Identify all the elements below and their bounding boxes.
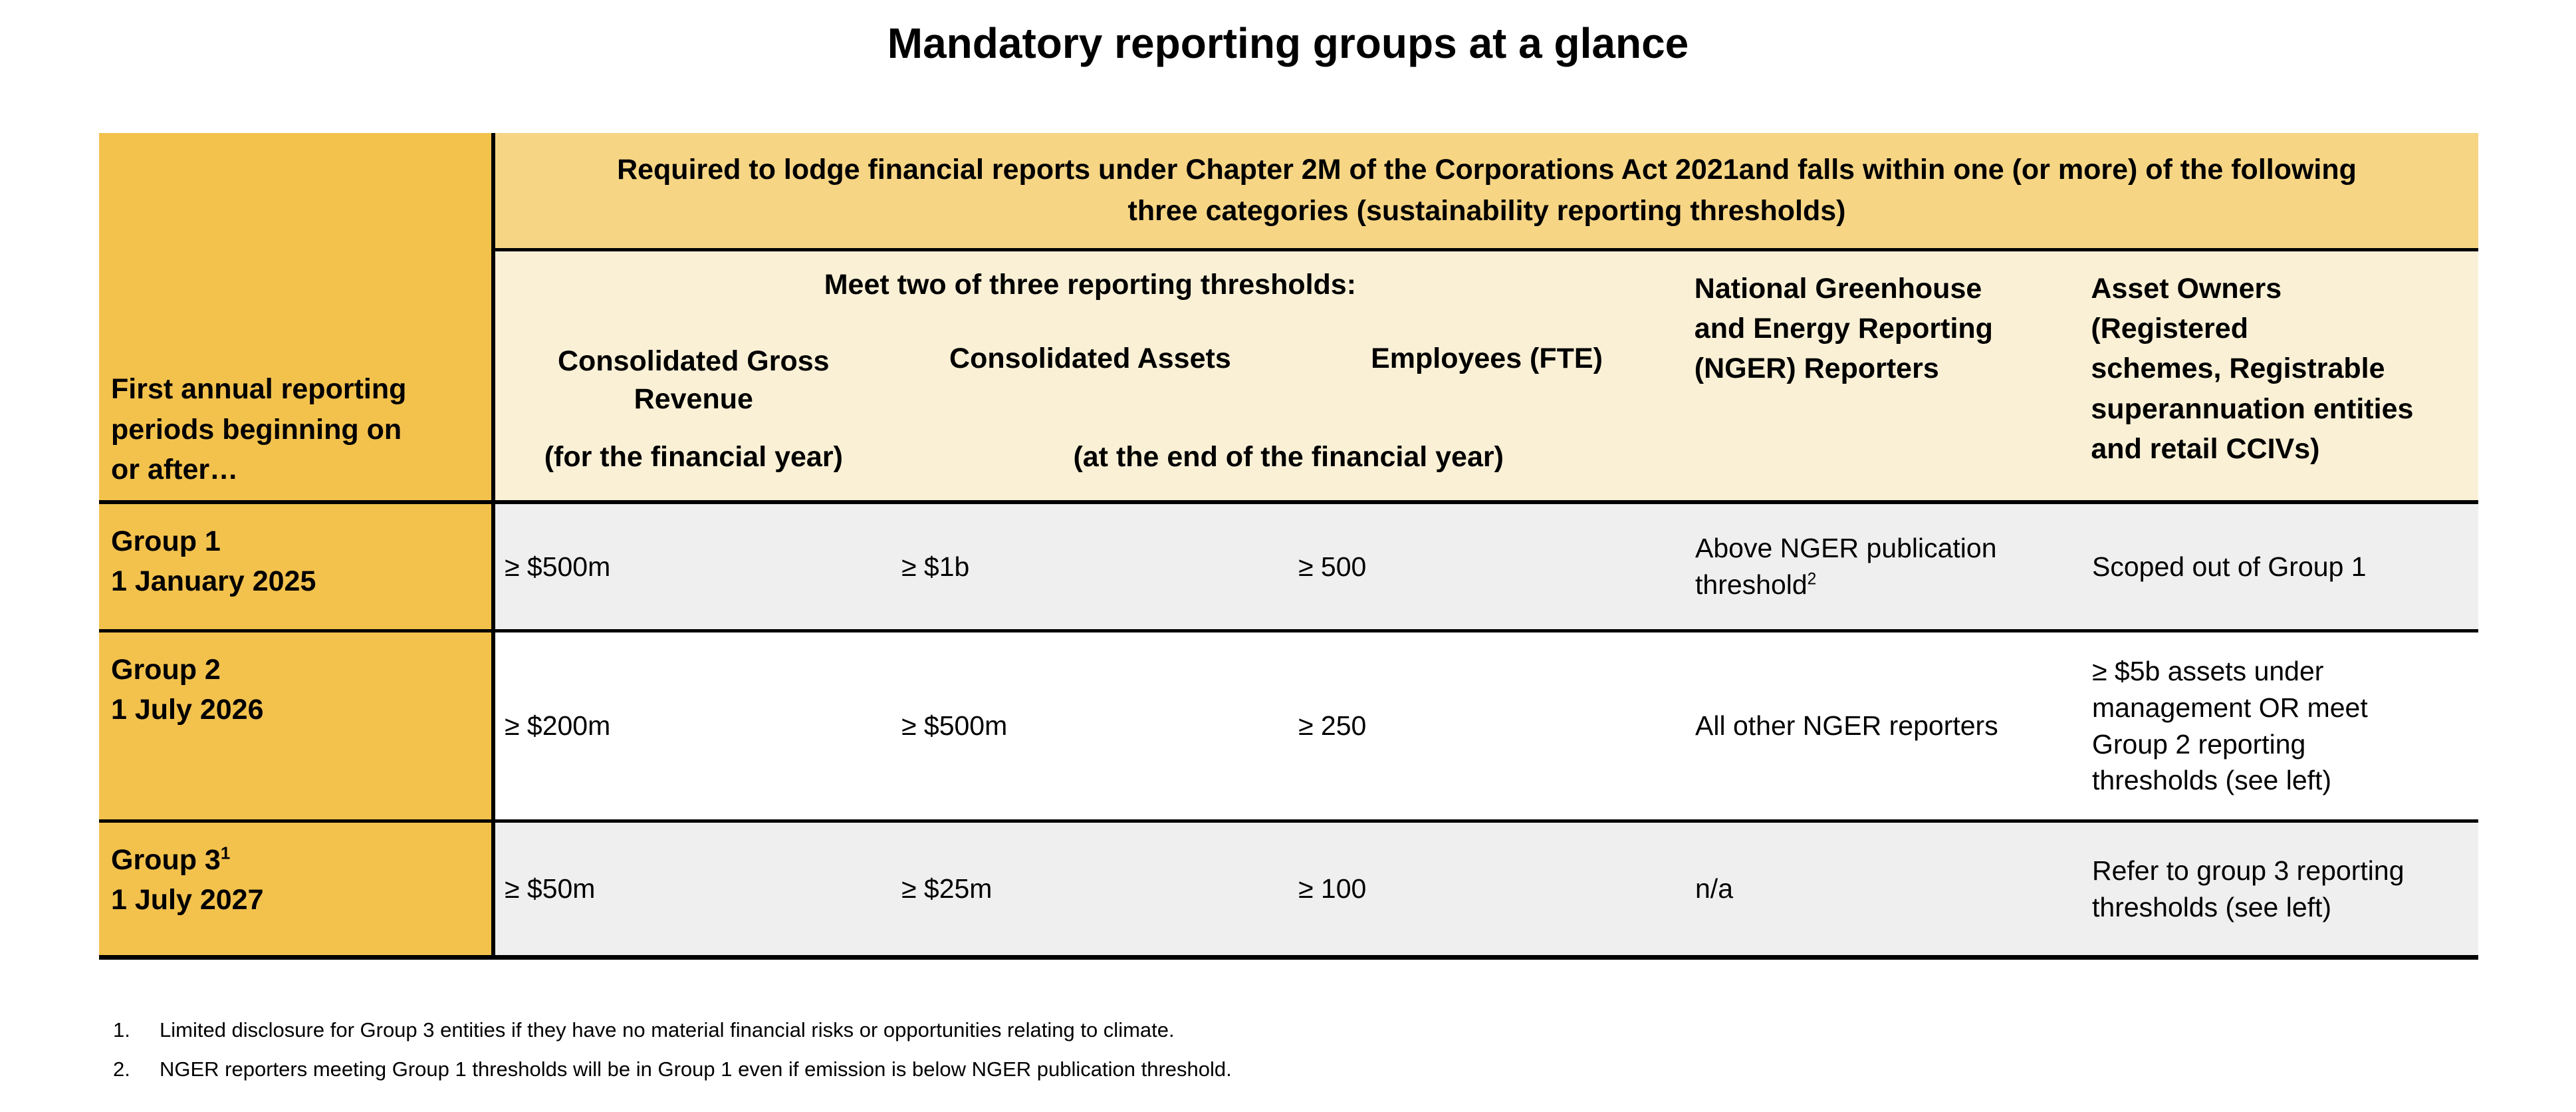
group1-name: Group 1 [111, 525, 221, 557]
group3-date: 1 July 2027 [111, 884, 264, 916]
group1-nger-line-1: Above NGER publication [1695, 533, 1997, 564]
group2-asset-owners-line-3: Group 2 reporting [2092, 728, 2306, 760]
footnote-2-marker: 2 [1807, 570, 1817, 589]
group1-revenue-value: ≥ $500m [495, 504, 892, 632]
group3-name: Group 31 [111, 844, 231, 876]
asset-owners-title-line-4: superannuation entities [2091, 392, 2414, 425]
asset-owners-title-line-5: and retail CCIVs) [2091, 432, 2320, 465]
footnote-2-number: 2. [113, 1057, 130, 1081]
group3-asset-owners-value: Refer to group 3 reporting thresholds (s… [2083, 823, 2478, 960]
group1-nger-value: Above NGER publication threshold2 [1686, 504, 2083, 632]
top-header-cell: Required to lodge financial reports unde… [495, 133, 2478, 251]
reporting-groups-table: First annual reporting periods beginning… [99, 133, 2478, 960]
group1-date: 1 January 2025 [111, 565, 316, 598]
group2-assets-value: ≥ $500m [892, 632, 1289, 823]
footnote-1-number: 1. [113, 1018, 130, 1042]
group3-revenue-value: ≥ $50m [495, 823, 892, 960]
footnote-1-marker: 1 [220, 844, 231, 863]
group3-employees-value: ≥ 100 [1289, 823, 1686, 960]
group1-assets-value: ≥ $1b [892, 504, 1289, 632]
group3-asset-owners-line-1: Refer to group 3 reporting [2092, 855, 2404, 886]
revenue-column-note: (for the financial year) [544, 441, 843, 473]
group2-asset-owners-line-1: ≥ $5b assets under [2092, 655, 2324, 686]
group2-nger-value: All other NGER reporters [1686, 632, 2083, 823]
axis-header-line-1: First annual reporting [111, 373, 407, 406]
footnote-2-text: NGER reporters meeting Group 1 threshold… [160, 1057, 1232, 1081]
top-header-text: Required to lodge financial reports unde… [617, 154, 2357, 227]
asset-owners-title-line-2: (Registered [2091, 313, 2248, 345]
asset-owners-title-line-3: schemes, Registrable [2091, 352, 2385, 385]
group3-asset-owners-line-2: thresholds (see left) [2092, 891, 2332, 922]
footnote-1: 1. Limited disclosure for Group 3 entiti… [113, 1016, 1232, 1044]
nger-title-line-1: National Greenhouse [1694, 273, 1982, 305]
footnotes: 1. Limited disclosure for Group 3 entiti… [113, 1016, 1232, 1095]
group2-asset-owners-line-4: thresholds (see left) [2092, 765, 2332, 796]
group3-label-cell: Group 31 1 July 2027 [99, 823, 495, 960]
axis-header-line-2: periods beginning on [111, 413, 402, 446]
axis-header-cell: First annual reporting periods beginning… [99, 133, 495, 504]
asset-owners-title-line-1: Asset Owners [2091, 273, 2282, 305]
group2-asset-owners-line-2: management OR meet [2092, 692, 2368, 723]
subheader-band: Meet two of three reporting thresholds: … [495, 251, 2478, 504]
group1-asset-owners-value: Scoped out of Group 1 [2083, 504, 2478, 632]
assets-column-title: Consolidated Assets [949, 343, 1231, 374]
footnote-1-text: Limited disclosure for Group 3 entities … [160, 1018, 1175, 1042]
meet-thresholds-label: Meet two of three reporting thresholds: [824, 269, 1357, 301]
group1-nger-line-2: threshold2 [1695, 569, 1817, 600]
group2-employees-value: ≥ 250 [1289, 632, 1686, 823]
group3-nger-value: n/a [1686, 823, 2083, 960]
group2-label-cell: Group 2 1 July 2026 [99, 632, 495, 823]
group2-asset-owners-value: ≥ $5b assets under management OR meet Gr… [2083, 632, 2478, 823]
group3-assets-value: ≥ $25m [892, 823, 1289, 960]
group1-employees-value: ≥ 500 [1289, 504, 1686, 632]
group1-label-cell: Group 1 1 January 2025 [99, 504, 495, 632]
employees-column-title: Employees (FTE) [1371, 343, 1603, 374]
group2-revenue-value: ≥ $200m [495, 632, 892, 823]
page-title: Mandatory reporting groups at a glance [887, 19, 1689, 67]
assets-employees-note: (at the end of the financial year) [1073, 441, 1504, 473]
nger-title-line-3: (NGER) Reporters [1694, 352, 1939, 385]
axis-header-line-3: or after… [111, 453, 239, 486]
group2-name: Group 2 [111, 654, 221, 686]
revenue-column-title: Consolidated Gross Revenue [558, 345, 830, 415]
group2-date: 1 July 2026 [111, 694, 264, 726]
asset-owners-column-title: Asset Owners (Registered schemes, Regist… [2081, 251, 2478, 500]
nger-column-title: National Greenhouse and Energy Reporting… [1685, 251, 2082, 500]
nger-title-line-2: and Energy Reporting [1694, 313, 1993, 345]
footnote-2: 2. NGER reporters meeting Group 1 thresh… [113, 1055, 1232, 1083]
